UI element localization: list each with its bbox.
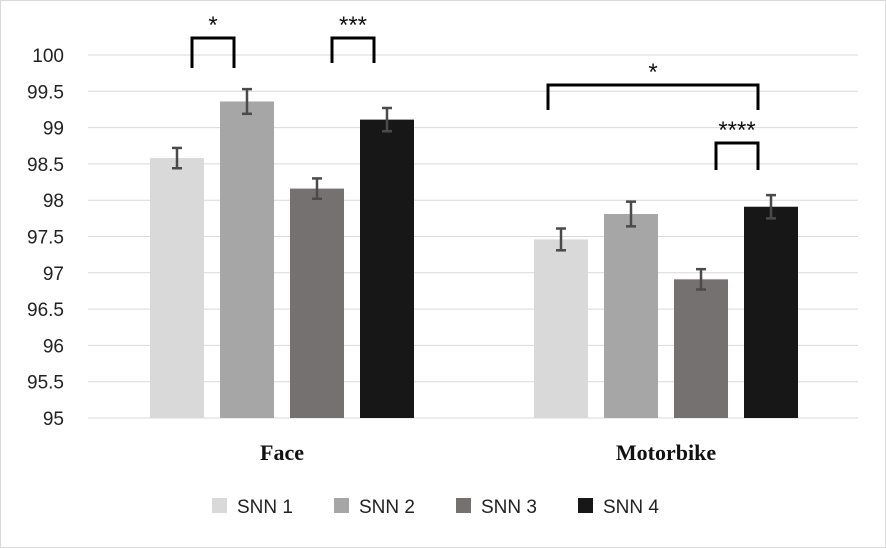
bar: [604, 213, 658, 418]
legend-item: SNN 4: [578, 497, 659, 518]
y-tick-label: 95.5: [27, 373, 64, 394]
y-tick-label: 96: [43, 336, 64, 357]
legend-label: SNN 3: [481, 497, 537, 518]
legend-swatch: [212, 498, 227, 513]
significance-label: ***: [339, 12, 367, 39]
y-tick-label: 98.5: [27, 155, 64, 176]
y-tick-label: 98: [43, 191, 64, 212]
legend-label: SNN 2: [359, 497, 415, 518]
bar: [744, 206, 798, 418]
bar: [150, 158, 204, 419]
y-tick-label: 100: [32, 46, 64, 67]
bar: [360, 119, 414, 418]
significance-label: *: [208, 12, 217, 39]
y-tick-label: 97: [43, 264, 64, 285]
category-label: Face: [260, 440, 304, 465]
bar: [220, 101, 274, 419]
y-tick-label: 99: [43, 119, 64, 140]
legend: SNN 1 SNN 2 SNN 3 SNN 4: [212, 497, 659, 518]
bar: [290, 188, 344, 418]
gridlines: [88, 54, 858, 419]
y-tick-label: 97.5: [27, 228, 64, 249]
legend-label: SNN 1: [237, 497, 293, 518]
significance-bracket: [546, 83, 760, 110]
x-axis-categories: Face Motorbike: [260, 440, 716, 465]
bars: [150, 101, 798, 419]
significance-label: ****: [718, 117, 755, 144]
bar: [674, 279, 728, 418]
significance-bracket: [330, 36, 376, 63]
legend-swatch: [456, 498, 471, 513]
legend-item: SNN 1: [212, 497, 293, 518]
legend-label: SNN 4: [603, 497, 659, 518]
legend-swatch: [578, 498, 593, 513]
y-tick-label: 96.5: [27, 300, 64, 321]
significance-bracket: [714, 141, 760, 170]
y-tick-label: 99.5: [27, 82, 64, 103]
significance-label: *: [648, 59, 657, 86]
significance-brackets: * ********: [190, 12, 760, 170]
legend-item: SNN 2: [334, 497, 415, 518]
category-label: Motorbike: [616, 440, 716, 465]
bar: [534, 239, 588, 418]
legend-swatch: [334, 498, 349, 513]
y-tick-label: 95: [43, 409, 64, 430]
y-axis-ticks: 95 95.5 96 96.5 97 97.5 98 98.5 99 99.5 100: [27, 46, 64, 430]
legend-item: SNN 3: [456, 497, 537, 518]
error-bars: [172, 87, 776, 291]
significance-bracket: [190, 36, 236, 68]
